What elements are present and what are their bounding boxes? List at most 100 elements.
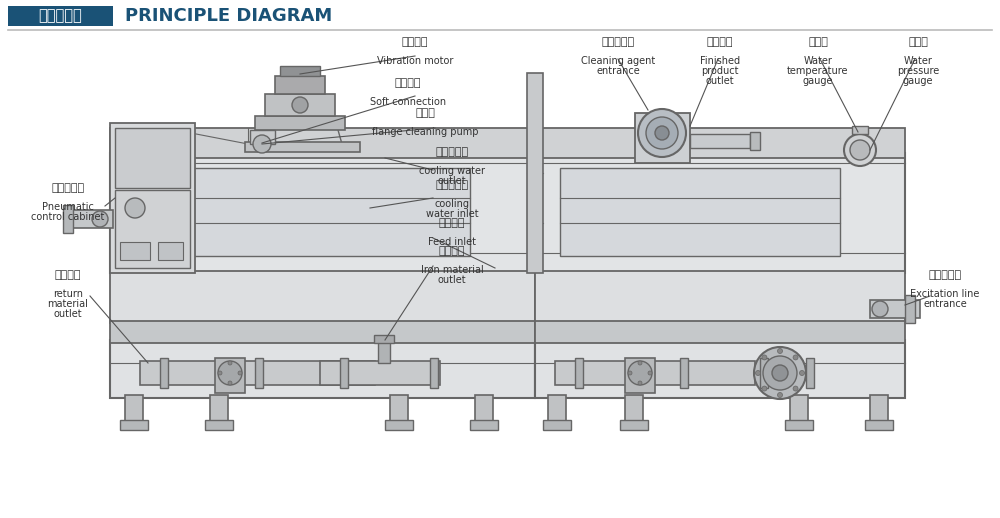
Text: return: return [53, 289, 83, 299]
Text: Pneumatic: Pneumatic [42, 202, 94, 212]
Bar [158, 242, 183, 260]
Text: 清洗剂入口: 清洗剂入口 [601, 37, 635, 47]
Bar [120, 242, 150, 260]
Bar [140, 361, 375, 385]
Text: 软接法兰: 软接法兰 [395, 78, 421, 88]
Text: entrance: entrance [923, 299, 967, 309]
Circle shape [762, 386, 767, 391]
Text: Excitation line: Excitation line [910, 289, 980, 299]
Bar [535, 153, 905, 273]
Text: Soft connection: Soft connection [370, 97, 446, 107]
Bar [215, 358, 245, 393]
Circle shape [646, 117, 678, 149]
Bar [560, 168, 840, 256]
Circle shape [638, 381, 642, 385]
Bar [870, 300, 920, 318]
Circle shape [762, 355, 767, 360]
Text: PRINCIPLE DIAGRAM: PRINCIPLE DIAGRAM [125, 7, 332, 25]
Circle shape [628, 361, 652, 385]
Bar [390, 395, 408, 423]
Bar [275, 76, 325, 94]
Text: 工作原理图: 工作原理图 [38, 8, 82, 23]
Bar [625, 358, 655, 393]
Text: control cabinet: control cabinet [31, 212, 105, 222]
Bar [245, 142, 360, 152]
Bar [865, 420, 893, 430]
Bar [175, 168, 470, 256]
Bar [210, 395, 228, 423]
Text: 铁料出口: 铁料出口 [439, 246, 465, 256]
Circle shape [850, 140, 870, 160]
Bar [470, 420, 498, 430]
Bar [120, 420, 148, 430]
Text: temperature: temperature [787, 66, 849, 76]
Text: Iron material: Iron material [421, 265, 483, 275]
Bar [575, 358, 583, 388]
Bar [555, 361, 755, 385]
Bar [635, 113, 690, 163]
Bar [374, 335, 394, 343]
Text: 成品出口: 成品出口 [707, 37, 733, 47]
Text: outlet: outlet [706, 76, 734, 86]
Text: water inlet: water inlet [426, 209, 478, 219]
Bar [535, 128, 905, 158]
Bar [110, 340, 535, 398]
Bar [905, 295, 915, 323]
Text: 回料出口: 回料出口 [55, 270, 81, 280]
Text: outlet: outlet [54, 309, 82, 319]
Circle shape [292, 97, 308, 113]
Circle shape [772, 365, 788, 381]
Circle shape [125, 198, 145, 218]
Text: 气动控制柜: 气动控制柜 [51, 183, 85, 193]
Bar [115, 128, 190, 188]
Text: material: material [48, 299, 88, 309]
Circle shape [648, 371, 652, 375]
Circle shape [253, 135, 271, 153]
Bar [760, 358, 768, 388]
Text: outlet: outlet [438, 275, 466, 285]
Bar [535, 321, 905, 343]
Bar [535, 271, 905, 323]
Bar [690, 134, 750, 148]
Circle shape [800, 370, 804, 376]
Text: 励磁线入口: 励磁线入口 [928, 270, 962, 280]
Circle shape [655, 126, 669, 140]
Circle shape [92, 211, 108, 227]
Text: Water: Water [804, 56, 832, 66]
Circle shape [228, 361, 232, 365]
Text: flange cleaning pump: flange cleaning pump [372, 127, 478, 137]
Text: outlet: outlet [438, 176, 466, 186]
Bar [115, 190, 190, 268]
Bar [385, 420, 413, 430]
Text: cooling water: cooling water [419, 166, 485, 176]
Text: Vibration motor: Vibration motor [377, 56, 453, 66]
Bar [255, 116, 345, 130]
Text: product: product [701, 66, 739, 76]
Circle shape [228, 381, 232, 385]
Bar [63, 205, 73, 233]
Text: 原料入口: 原料入口 [439, 218, 465, 228]
Bar [680, 358, 688, 388]
Text: Finished: Finished [700, 56, 740, 66]
Bar [68, 210, 113, 228]
Text: cooling: cooling [434, 199, 470, 209]
Text: 水压表: 水压表 [908, 37, 928, 47]
Circle shape [778, 393, 782, 397]
Circle shape [754, 347, 806, 399]
Bar [110, 271, 535, 323]
Circle shape [638, 361, 642, 365]
Text: 清洗泵: 清洗泵 [415, 108, 435, 118]
Circle shape [218, 361, 242, 385]
Text: 冷却水入口: 冷却水入口 [435, 180, 469, 190]
Bar [340, 358, 348, 388]
Bar [320, 361, 440, 385]
Bar [475, 395, 493, 423]
Bar [125, 395, 143, 423]
Bar [535, 340, 905, 398]
Circle shape [628, 371, 632, 375]
Bar [852, 126, 868, 134]
Bar [265, 94, 335, 116]
Circle shape [238, 371, 242, 375]
Bar [8, 6, 113, 26]
Text: Cleaning agent: Cleaning agent [581, 56, 655, 66]
